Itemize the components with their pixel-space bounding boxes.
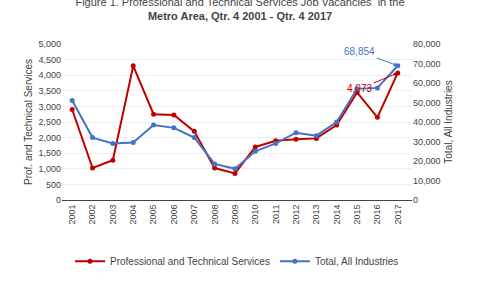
svg-text:2008: 2008 <box>210 205 220 225</box>
svg-text:20,000: 20,000 <box>413 156 441 166</box>
svg-text:10,000: 10,000 <box>413 176 441 186</box>
svg-text:Figure 1. Professional and Tec: Figure 1. Professional and Technical Ser… <box>75 0 404 22</box>
svg-text:Professional and Technical Ser: Professional and Technical Services <box>110 256 270 267</box>
svg-text:Total, All Industries: Total, All Industries <box>315 256 398 267</box>
svg-text:30,000: 30,000 <box>413 137 441 147</box>
svg-text:Total, All Industries: Total, All Industries <box>443 80 454 163</box>
svg-text:2015: 2015 <box>352 205 362 225</box>
svg-text:2005: 2005 <box>148 205 158 225</box>
svg-text:0: 0 <box>56 195 61 205</box>
svg-text:2011: 2011 <box>271 205 281 224</box>
svg-text:2017: 2017 <box>393 205 403 225</box>
svg-text:2002: 2002 <box>87 205 97 225</box>
svg-text:4,000: 4,000 <box>38 70 61 80</box>
svg-text:50,000: 50,000 <box>413 98 441 108</box>
svg-text:2012: 2012 <box>291 205 301 225</box>
svg-text:40,000: 40,000 <box>413 117 441 127</box>
svg-text:2004: 2004 <box>128 205 138 225</box>
svg-text:500: 500 <box>46 180 61 190</box>
svg-text:80,000: 80,000 <box>413 39 441 49</box>
svg-text:2014: 2014 <box>332 205 342 225</box>
svg-text:2003: 2003 <box>108 205 118 225</box>
svg-text:68,854: 68,854 <box>344 46 375 57</box>
svg-text:3,500: 3,500 <box>38 86 61 96</box>
svg-text:3,000: 3,000 <box>38 102 61 112</box>
svg-text:2,000: 2,000 <box>38 133 61 143</box>
svg-text:5,000: 5,000 <box>38 39 61 49</box>
svg-text:4,073: 4,073 <box>347 83 372 94</box>
svg-text:4,500: 4,500 <box>38 55 61 65</box>
svg-text:Prof. and Technical Services: Prof. and Technical Services <box>23 59 34 185</box>
svg-text:2010: 2010 <box>250 205 260 225</box>
svg-text:2001: 2001 <box>67 205 77 225</box>
svg-text:60,000: 60,000 <box>413 78 441 88</box>
svg-text:0: 0 <box>413 195 418 205</box>
svg-text:1,000: 1,000 <box>38 164 61 174</box>
svg-text:2,500: 2,500 <box>38 117 61 127</box>
svg-text:2013: 2013 <box>311 205 321 225</box>
svg-text:2016: 2016 <box>372 205 382 225</box>
svg-text:70,000: 70,000 <box>413 59 441 69</box>
svg-text:2007: 2007 <box>189 205 199 225</box>
svg-text:1,500: 1,500 <box>38 148 61 158</box>
svg-text:2009: 2009 <box>230 205 240 225</box>
svg-text:2006: 2006 <box>169 205 179 225</box>
